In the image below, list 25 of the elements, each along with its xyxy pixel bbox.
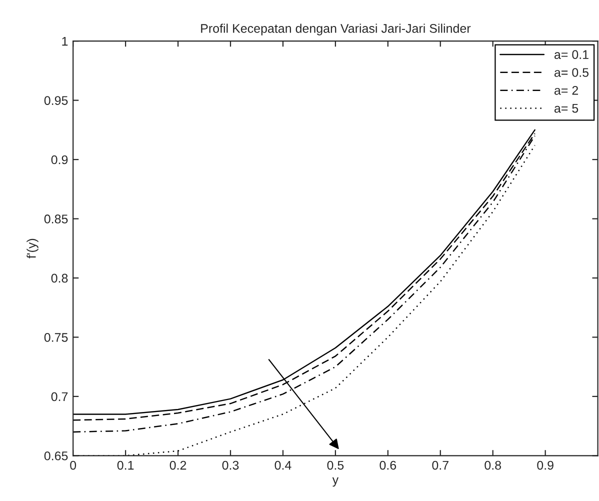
x-tick-label: 0.3 (222, 460, 239, 470)
y-tick-label: 0.95 (44, 96, 68, 105)
x-tick-label: 0.9 (537, 460, 554, 470)
legend-label: a= 0.5 (554, 68, 589, 77)
x-tick-label: 0.6 (380, 460, 396, 470)
y-tick-label: 0.8 (51, 274, 68, 283)
x-tick-label: 0.2 (170, 460, 186, 470)
x-tick-label: 0.5 (327, 460, 344, 470)
y-tick-label: 0.85 (44, 214, 68, 224)
y-tick-label: 1 (62, 37, 68, 46)
x-axis-title: y (332, 477, 339, 487)
x-tick-label: 0.7 (432, 460, 448, 470)
legend-label: a= 0.1 (554, 50, 588, 60)
y-tick-label: 0.65 (44, 451, 68, 460)
x-tick-label: 0 (70, 460, 76, 470)
x-tick-label: 0.1 (117, 460, 134, 470)
legend-label: a= 5 (554, 104, 578, 113)
y-axis-title: f'(y) (26, 238, 38, 258)
y-tick-label: 0.9 (51, 155, 68, 164)
x-tick-label: 0.8 (484, 460, 502, 470)
y-tick-label: 0.75 (44, 333, 68, 342)
x-tick-label: 0.4 (274, 460, 292, 470)
chart-title: Profil Kecepatan dengan Variasi Jari-Jari Silinder (201, 24, 471, 36)
y-tick-label: 0.7 (51, 392, 68, 402)
legend-label: a= 2 (554, 86, 578, 95)
